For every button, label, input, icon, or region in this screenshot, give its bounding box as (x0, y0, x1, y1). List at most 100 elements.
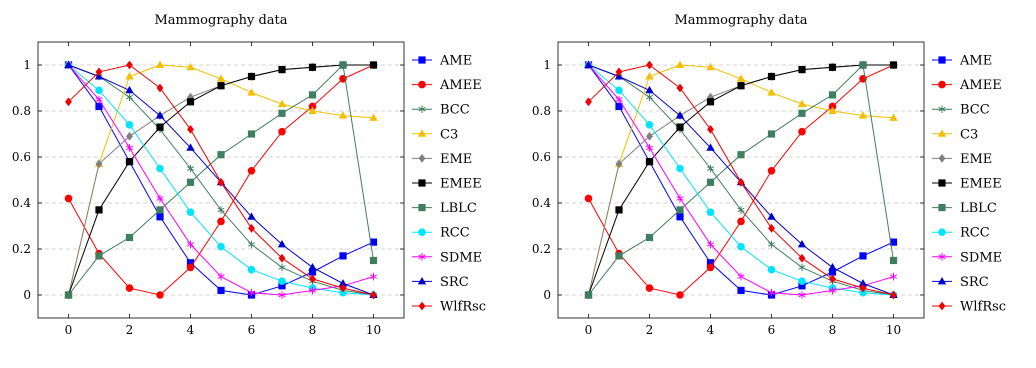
data-point-src (858, 279, 868, 287)
data-point-emee (767, 72, 776, 81)
data-point-sdme-stroke (645, 145, 654, 151)
data-point-bcc (798, 263, 806, 272)
data-point-emee (889, 61, 898, 69)
data-point-emee (125, 158, 134, 166)
data-point-emee (645, 158, 654, 166)
legend-label: EME (960, 152, 992, 167)
data-point-ame (95, 102, 103, 110)
data-point-amee (186, 263, 195, 272)
data-point-lblc (125, 233, 134, 242)
data-point-bcc (278, 263, 286, 272)
legend-label: WlfRsc (960, 300, 1006, 315)
data-point-sdme-stroke (308, 288, 317, 293)
data-point-amee (278, 127, 286, 136)
data-point-src (828, 263, 837, 271)
data-point-sdme (889, 272, 898, 281)
data-point-amee (645, 284, 654, 292)
series-lblc (64, 61, 378, 299)
data-point-wlfrsc (585, 97, 592, 107)
legend-item-src: SRC (412, 275, 469, 290)
x-tick-label: 2 (126, 323, 134, 337)
data-point-rcc (339, 288, 347, 297)
x-tick-label: 0 (65, 323, 73, 337)
data-point-ame (706, 259, 715, 267)
data-point-lblc (339, 61, 347, 69)
legend-marker (418, 154, 426, 163)
data-point-sdme (217, 272, 225, 281)
legend-marker (418, 301, 426, 311)
data-point-lblc (369, 256, 378, 265)
legend-marker (938, 253, 946, 261)
series-wlfrsc (65, 60, 377, 300)
data-point-ame (889, 238, 898, 246)
data-point-eme (646, 131, 653, 141)
data-point-rcc (645, 121, 654, 129)
data-point-sdme-stroke (767, 290, 776, 296)
data-point-ame (859, 252, 867, 260)
axis-frame (37, 41, 405, 319)
data-point-wlfrsc (370, 290, 377, 300)
data-point-eme (126, 131, 133, 141)
data-point-ame (615, 102, 623, 110)
data-point-wlfrsc (339, 283, 347, 293)
data-point-ame (156, 213, 164, 221)
y-tick-label: 0 (543, 288, 551, 302)
legend-label: EMEE (960, 177, 1002, 192)
data-point-emee (308, 63, 317, 71)
legend-marker-stroke (938, 254, 946, 260)
data-point-sdme (676, 194, 684, 203)
data-point-rcc (278, 277, 286, 286)
data-point-sdme-stroke (676, 196, 684, 201)
chart-panel-right: Mammography data 0 2 4 6 8 10 0 0.2 0.4 0.6 0.8 1 AME… (532, 13, 1006, 337)
data-point-bcc-stroke (767, 242, 776, 247)
legend-label: C3 (960, 127, 978, 142)
data-point-c3 (247, 88, 256, 96)
data-point-emee (369, 61, 378, 69)
data-point-ame (217, 286, 225, 294)
data-point-rcc (95, 86, 103, 95)
data-point-src (186, 143, 195, 151)
data-point-wlfrsc (798, 253, 806, 263)
data-point-lblc (278, 109, 286, 117)
data-point-wlfrsc (187, 125, 194, 134)
data-point-lblc (798, 109, 806, 117)
data-point-emee (217, 82, 225, 90)
data-point-amee (828, 102, 837, 111)
data-point-bcc (125, 93, 134, 101)
data-point-ame (308, 268, 317, 276)
legend-item-eme: EME (412, 152, 472, 167)
data-point-sdme (828, 286, 837, 295)
y-axis: 0 0.2 0.4 0.6 0.8 1 (532, 58, 924, 302)
data-point-amee (767, 167, 776, 175)
data-point-wlfrsc (309, 274, 316, 284)
data-point-rcc (217, 242, 225, 251)
data-point-rcc (706, 208, 715, 216)
legend-item-rcc: RCC (932, 226, 990, 241)
data-point-src (277, 240, 287, 248)
data-point-emee (156, 123, 164, 131)
data-point-emee (278, 66, 286, 74)
data-point-rcc (186, 208, 195, 216)
data-point-lblc (889, 256, 898, 265)
x-tick-label: 4 (187, 323, 195, 337)
data-point-sdme-stroke (125, 145, 134, 151)
data-point-lblc (64, 291, 73, 299)
legend-label: RCC (440, 226, 470, 241)
legend-label: AME (959, 54, 992, 69)
data-point-wlfrsc (156, 83, 164, 93)
data-point-wlfrsc (248, 223, 255, 233)
data-point-amee (125, 284, 134, 292)
legend-marker-stroke (418, 254, 426, 260)
data-point-c3 (125, 72, 134, 80)
data-point-emee (798, 66, 806, 74)
data-point-lblc (584, 291, 593, 299)
x-axis: 0 2 4 6 8 10 (585, 42, 901, 337)
series-wlfrsc (585, 60, 897, 300)
data-point-c3 (828, 106, 837, 114)
legend-item-wlfrsc: WlfRsc (412, 300, 486, 315)
data-point-bcc (186, 164, 195, 173)
data-point-lblc (859, 61, 867, 69)
data-point-rcc (125, 121, 134, 129)
data-point-emee (676, 123, 684, 131)
